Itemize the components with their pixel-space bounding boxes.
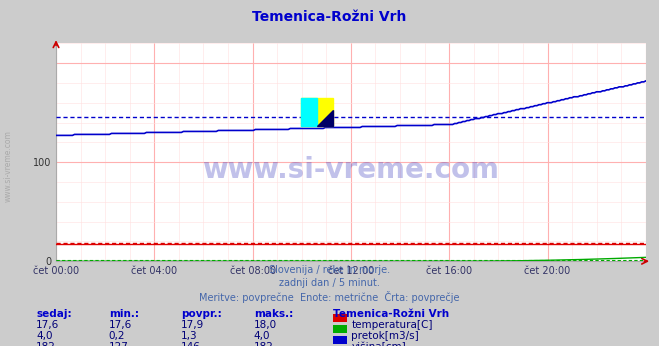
Text: Slovenija / reke in morje.: Slovenija / reke in morje. xyxy=(269,265,390,275)
Text: 146: 146 xyxy=(181,342,201,346)
Text: 17,6: 17,6 xyxy=(36,320,59,330)
Text: www.si-vreme.com: www.si-vreme.com xyxy=(4,130,13,202)
Text: 4,0: 4,0 xyxy=(36,331,53,341)
Text: 182: 182 xyxy=(254,342,273,346)
Bar xyxy=(301,98,333,126)
Text: sedaj:: sedaj: xyxy=(36,309,72,319)
Text: pretok[m3/s]: pretok[m3/s] xyxy=(351,331,419,341)
Text: 182: 182 xyxy=(36,342,56,346)
Polygon shape xyxy=(317,110,333,126)
Text: maks.:: maks.: xyxy=(254,309,293,319)
Text: Temenica-Rožni Vrh: Temenica-Rožni Vrh xyxy=(333,309,449,319)
Text: 1,3: 1,3 xyxy=(181,331,198,341)
Text: www.si-vreme.com: www.si-vreme.com xyxy=(202,156,500,184)
Text: min.:: min.: xyxy=(109,309,139,319)
Text: Temenica-Rožni Vrh: Temenica-Rožni Vrh xyxy=(252,10,407,24)
Text: 18,0: 18,0 xyxy=(254,320,277,330)
Text: zadnji dan / 5 minut.: zadnji dan / 5 minut. xyxy=(279,278,380,288)
Text: temperatura[C]: temperatura[C] xyxy=(351,320,433,330)
Text: 17,6: 17,6 xyxy=(109,320,132,330)
Text: 17,9: 17,9 xyxy=(181,320,204,330)
Text: 4,0: 4,0 xyxy=(254,331,270,341)
Text: 127: 127 xyxy=(109,342,129,346)
Text: višina[cm]: višina[cm] xyxy=(351,342,406,346)
Bar xyxy=(301,98,317,126)
Text: 0,2: 0,2 xyxy=(109,331,125,341)
Text: Meritve: povprečne  Enote: metrične  Črta: povprečje: Meritve: povprečne Enote: metrične Črta:… xyxy=(199,291,460,303)
Text: povpr.:: povpr.: xyxy=(181,309,222,319)
